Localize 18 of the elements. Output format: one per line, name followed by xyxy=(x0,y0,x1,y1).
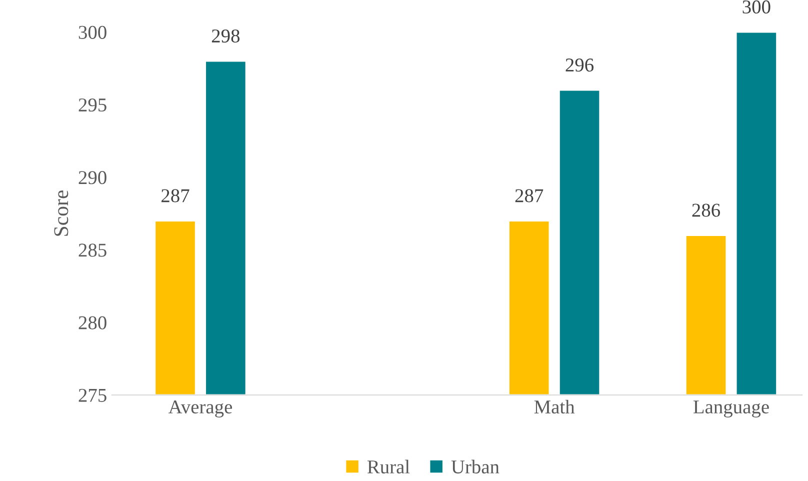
legend-label: Rural xyxy=(367,460,410,474)
y-axis-title: Score xyxy=(54,190,68,236)
data-label: 296 xyxy=(566,58,594,72)
data-label: 298 xyxy=(212,29,240,43)
data-label: 300 xyxy=(742,0,770,14)
y-tick-label: 275 xyxy=(78,388,106,402)
y-tick-label: 280 xyxy=(78,316,106,330)
y-tick-label: 285 xyxy=(78,244,106,257)
x-tick-label: Language xyxy=(693,400,769,418)
y-tick-label: 290 xyxy=(78,171,106,184)
x-tick-label: Average xyxy=(168,400,232,418)
legend-label: Urban xyxy=(451,460,500,474)
data-label: 287 xyxy=(515,189,544,202)
data-label: 287 xyxy=(162,189,190,202)
y-tick-label: 300 xyxy=(78,26,106,39)
data-label: 286 xyxy=(692,204,720,217)
y-tick-label: 295 xyxy=(78,98,106,112)
x-tick-label: Math xyxy=(534,400,575,414)
